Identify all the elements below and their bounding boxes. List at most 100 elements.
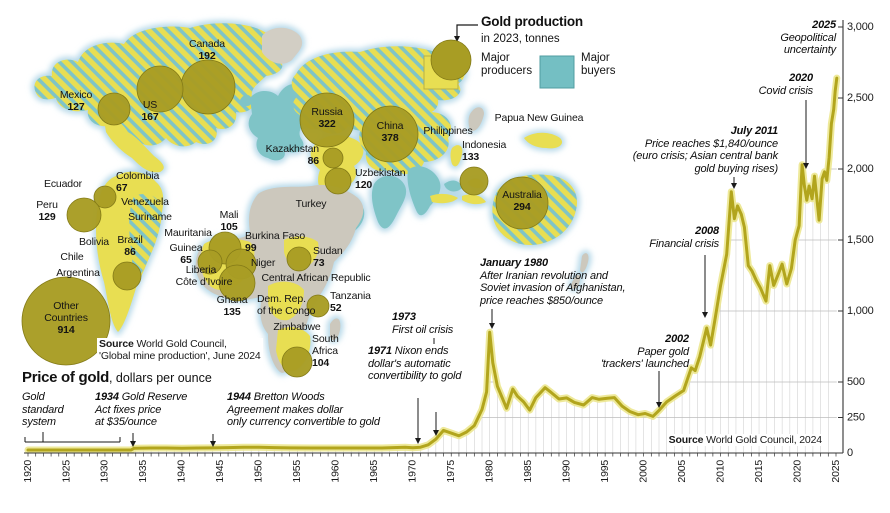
- y-tick-0: 0: [847, 447, 853, 459]
- y-tick-2,000: 2,000: [847, 163, 874, 175]
- label-ecuador: Ecuador: [43, 178, 83, 190]
- region-uk: [240, 94, 252, 107]
- y-tick-500: 500: [847, 376, 865, 388]
- x-tick-1975: 1975: [445, 460, 457, 483]
- x-tick-1985: 1985: [522, 460, 534, 483]
- bubble-guinea: [197, 249, 223, 275]
- annotation-1944: 1944 Bretton Woods Agreement makes dollar…: [227, 391, 380, 429]
- y-tick-1,500: 1,500: [847, 234, 874, 246]
- label-burkina-faso: Burkina Faso 99: [245, 230, 306, 254]
- region-indonesia-1: [430, 193, 458, 204]
- region-indonesia-2: [462, 194, 486, 205]
- label-peru: Peru 129: [36, 199, 58, 223]
- bubble-kazakhstan: [322, 147, 344, 169]
- annotation-january-1980: January 1980 After Iranian revolution and…: [480, 257, 626, 307]
- legend-pointer-arrowhead: [454, 36, 460, 42]
- annotation-2002: 2002 Paper gold'trackers' launched: [600, 333, 689, 371]
- bubble-peru: [66, 197, 102, 233]
- label-china: China 378: [376, 120, 404, 144]
- annotation-1971: 1971 Nixon ends dollar's automatic convert…: [368, 345, 462, 383]
- label-suriname: Suriname: [128, 211, 172, 223]
- bubble-us: [136, 65, 184, 113]
- bubble-mexico: [97, 92, 131, 126]
- label-guinea: Guinea 65: [169, 242, 203, 266]
- chart-title-bold: Price of gold: [22, 369, 109, 386]
- label-australia: Australia 294: [502, 189, 542, 213]
- x-tick-1995: 1995: [599, 460, 611, 483]
- region-papua-new-guinea: [524, 132, 563, 149]
- legend-subtitle: in 2023, tonnes: [481, 33, 560, 45]
- region-philippines: [450, 145, 463, 167]
- bubble-uzbekistan: [324, 167, 352, 195]
- label-us: US 167: [141, 99, 159, 123]
- annotation-july-2011: July 2011 Price reaches $1,840/ounce (euro…: [632, 125, 778, 175]
- y-tick-250: 250: [847, 411, 865, 423]
- bubble-tanzania: [306, 294, 330, 318]
- legend-buyer-swatch: [539, 55, 575, 89]
- region-new-zealand-north: [580, 253, 589, 273]
- label-cote-divoire: Côte d'Ivoire: [175, 276, 233, 288]
- y-tick-2,500: 2,500: [847, 92, 874, 104]
- label-indonesia: Indonesia 133: [462, 139, 507, 163]
- label-tanzania: Tanzania 52: [330, 290, 371, 314]
- bubble-other-countries: [21, 276, 111, 366]
- label-argentina: Argentina: [56, 267, 100, 279]
- legend-producers-label: Major producers: [481, 52, 533, 77]
- map-source: Source World Gold Council, 'Global mine …: [97, 338, 263, 362]
- x-tick-1920: 1920: [22, 460, 34, 483]
- annotation-2008: 2008 Financial crisis: [649, 225, 719, 250]
- bubble-ghana: [218, 264, 256, 302]
- x-tick-2020: 2020: [791, 460, 803, 483]
- bubble-sudan: [286, 246, 312, 272]
- bubble-china: [361, 105, 419, 163]
- region-africa: [195, 184, 364, 373]
- label-mexico: Mexico 127: [59, 89, 93, 113]
- label-sudan: Sudan 73: [313, 245, 343, 269]
- label-turkey: Turkey: [295, 198, 327, 210]
- price-line: [26, 76, 839, 452]
- label-south-africa: South Africa 104: [312, 333, 339, 369]
- x-tick-2015: 2015: [753, 460, 765, 483]
- region-brazil: [129, 194, 162, 277]
- bubble-australia: [495, 176, 549, 230]
- x-tick-1930: 1930: [99, 460, 111, 483]
- bubble-south-africa: [281, 346, 313, 378]
- label-ghana: Ghana 135: [216, 294, 248, 318]
- label-mauritania: Mauritania: [164, 227, 212, 239]
- x-tick-1955: 1955: [291, 460, 303, 483]
- label-russia: Russia 322: [311, 106, 343, 130]
- label-philippines: Philippines: [423, 125, 473, 137]
- label-papua-new-guinea: Papua New Guinea: [494, 112, 584, 124]
- x-tick-1935: 1935: [137, 460, 149, 483]
- region-greenland: [262, 27, 303, 64]
- x-tick-1945: 1945: [214, 460, 226, 483]
- annotation-2020: 2020 Covid crisis: [758, 72, 814, 97]
- annotation-2025: 2025 Geopolitical uncertainty: [780, 19, 836, 57]
- label-canada: Canada 192: [189, 38, 225, 62]
- legend-title: Gold production: [481, 14, 583, 29]
- x-tick-1990: 1990: [560, 460, 572, 483]
- label-kazakhstan: Kazakhstan 86: [265, 143, 320, 167]
- y-tick-1,000: 1,000: [847, 305, 874, 317]
- x-tick-1925: 1925: [60, 460, 72, 483]
- x-tick-2010: 2010: [714, 460, 726, 483]
- legend-producer-bubble-swatch: [430, 39, 472, 81]
- region-japan: [468, 107, 484, 131]
- continents: [34, 23, 589, 373]
- region-india: [371, 175, 407, 229]
- label-niger: Niger: [250, 257, 276, 269]
- region-mexico: [104, 118, 164, 173]
- x-tick-2005: 2005: [676, 460, 688, 483]
- region-new-zealand-south: [571, 274, 581, 289]
- x-tick-1960: 1960: [330, 460, 342, 483]
- x-tick-1965: 1965: [368, 460, 380, 483]
- annotation-1934: 1934 Gold Reserve Act fixes price at $35/o…: [95, 391, 188, 429]
- region-borneo: [444, 180, 462, 192]
- chart-title: Price of gold, dollars per ounce: [22, 369, 212, 387]
- bubble-brazil: [112, 261, 142, 291]
- chart-title-units: , dollars per ounce: [108, 371, 212, 385]
